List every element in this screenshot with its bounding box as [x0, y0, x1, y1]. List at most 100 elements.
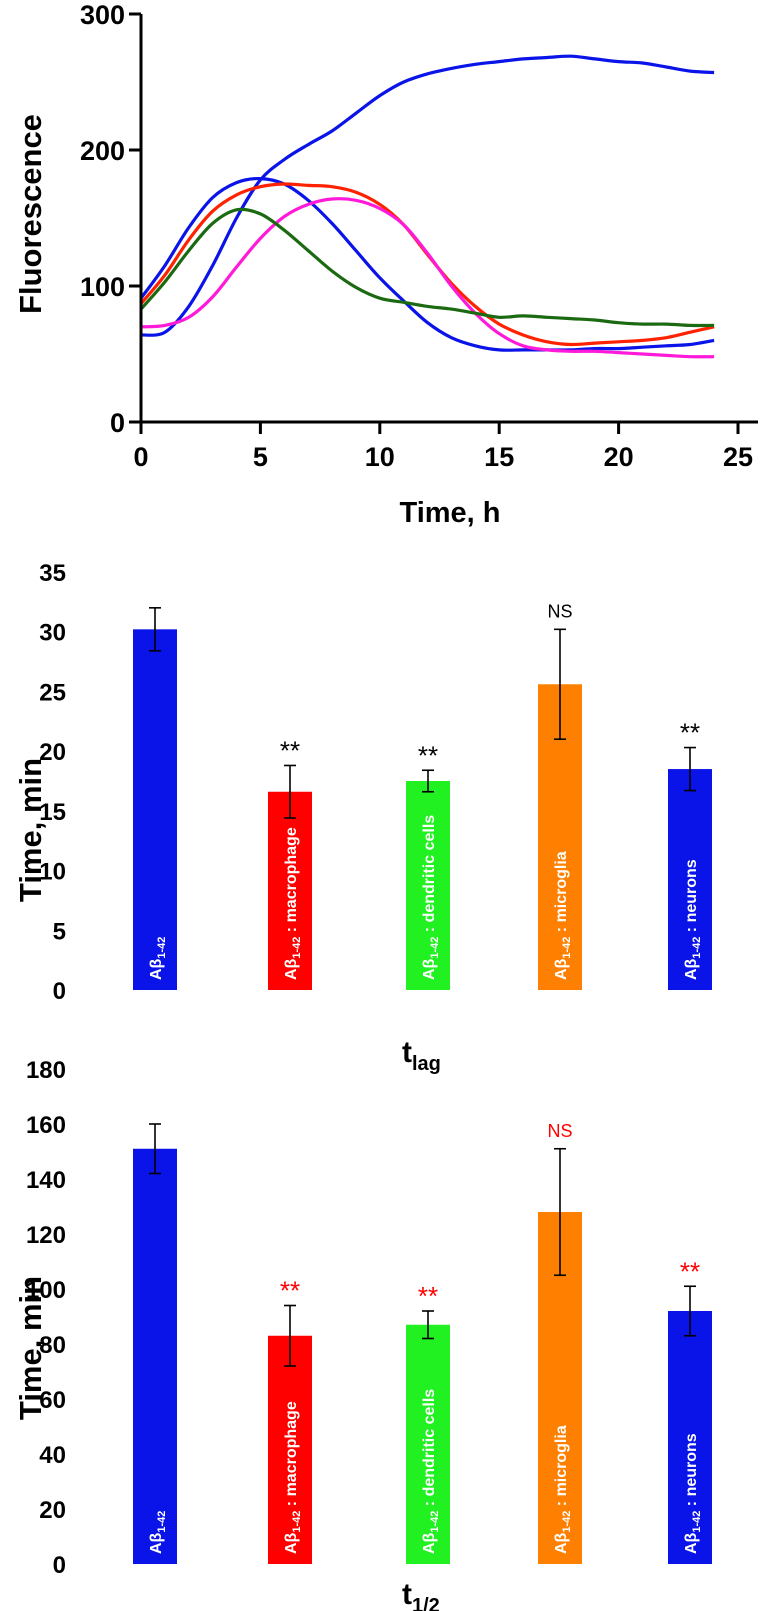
bar-label-rest: : macrophage	[283, 1401, 300, 1510]
bar-label-sub: 1-42	[561, 937, 573, 959]
line-x-tick-label: 20	[604, 442, 634, 472]
bar1-y-tick-label: 15	[39, 799, 66, 826]
bar2-y-tick-label: 100	[26, 1277, 66, 1304]
bar-label-main: Aβ	[683, 958, 700, 980]
bar2-y-tick-label: 60	[39, 1387, 66, 1414]
series-line-blue-high	[140, 54, 715, 337]
bar-label-main: Aβ	[283, 1532, 300, 1554]
bar1-bar-0	[133, 629, 177, 990]
bar2-category-label-3: Aβ1-42 : microglia	[553, 1425, 573, 1554]
bar2-category-label-1: Aβ1-42 : macrophage	[283, 1401, 303, 1554]
bar-label-rest: : macrophage	[283, 827, 300, 936]
bar-label-sub: 1-42	[691, 937, 703, 959]
tlag-x-axis-title: tlag	[402, 1036, 441, 1075]
line-y-ticks: 0 100 200 300	[80, 0, 141, 438]
bar2-significance-4: **	[680, 1256, 700, 1286]
bar1-category-label-1: Aβ1-42 : macrophage	[283, 827, 303, 980]
bar2-y-tick-label: 160	[26, 1112, 66, 1139]
bar-label-rest: : microglia	[553, 1425, 570, 1510]
line-x-ticks: 0 5 10 15 20 25	[133, 422, 753, 472]
bar1-y-tick-label: 10	[39, 859, 66, 886]
bar1-category-label-4: Aβ1-42 : neurons	[683, 859, 703, 980]
line-y-axis-title: Fluorescence	[13, 114, 48, 314]
line-x-tick-label: 25	[723, 442, 753, 472]
line-x-tick-label: 0	[133, 442, 148, 472]
line-y-tick-label: 100	[80, 272, 125, 302]
bar1-bar-4	[668, 769, 712, 990]
line-y-tick-label: 300	[80, 0, 125, 30]
bar2-bar-2	[406, 1324, 450, 1564]
tlag-y-axis-title: Time, min	[13, 758, 48, 902]
bar1-significance-3: NS	[547, 601, 572, 621]
series-line-red	[139, 182, 715, 347]
bar2-y-tick-label: 140	[26, 1167, 66, 1194]
bar-label-sub: 1-42	[691, 1511, 703, 1533]
bar-label-sub: 1-42	[156, 1511, 168, 1533]
bar-label-main: Aβ	[421, 1532, 438, 1554]
line-y-tick-label: 200	[80, 136, 125, 166]
bar2-y-tick-label: 40	[39, 1442, 66, 1469]
thalf-x-title-main: t	[402, 1578, 412, 1611]
tlag-x-title-main: t	[402, 1036, 412, 1069]
fluorescence-line-chart: 0 100 200 300 0 5 10 15 20 25 Time, h Fluorescen…	[13, 0, 758, 529]
bar1-category-label-2: Aβ1-42 : dendritic cells	[421, 815, 441, 980]
bar-label-sub: 1-42	[291, 1511, 303, 1533]
bar2-y-tick-label: 180	[26, 1057, 66, 1084]
series-line-green	[139, 207, 715, 328]
line-x-axis-title: Time, h	[400, 497, 501, 529]
bar2-y-tick-label: 80	[39, 1332, 66, 1359]
line-y-tick-label: 0	[110, 408, 125, 438]
thalf-y-ticks: 0 20 40 60 80 100 120 140 160 180	[26, 1057, 66, 1579]
bar1-significance-1: **	[280, 735, 300, 765]
bar-label-main: Aβ	[148, 1532, 165, 1554]
bar1-y-tick-label: 35	[39, 560, 66, 587]
bar1-category-label-0: Aβ1-42	[148, 937, 168, 980]
bar-label-main: Aβ	[683, 1532, 700, 1554]
tlag-y-ticks: 0 5 10 15 20 25 30 35	[39, 560, 66, 1005]
bar-label-rest: : dendritic cells	[421, 1389, 438, 1511]
bar-label-main: Aβ	[148, 958, 165, 980]
bar-label-sub: 1-42	[156, 937, 168, 959]
bar-label-main: Aβ	[553, 1532, 570, 1554]
bar2-bar-1	[268, 1335, 312, 1564]
line-x-tick-label: 10	[365, 442, 395, 472]
thalf-x-title-sub: 1/2	[412, 1595, 440, 1611]
bar2-significance-3: NS	[547, 1121, 572, 1141]
bar2-y-tick-label: 0	[53, 1552, 66, 1579]
bar2-significance-1: **	[280, 1276, 300, 1306]
bar1-y-tick-label: 5	[53, 918, 66, 945]
bar-label-main: Aβ	[283, 958, 300, 980]
bar2-category-label-0: Aβ1-42	[148, 1511, 168, 1554]
thalf-x-axis-title: t1/2	[402, 1578, 440, 1611]
bar-label-rest: : dendritic cells	[421, 815, 438, 937]
series-line-magenta	[140, 197, 715, 359]
bar-label-sub: 1-42	[429, 1511, 441, 1533]
bar-label-rest: : microglia	[553, 851, 570, 936]
bar-label-main: Aβ	[421, 958, 438, 980]
bar-label-main: Aβ	[553, 958, 570, 980]
bar1-significance-4: **	[680, 718, 700, 748]
bar1-y-tick-label: 25	[39, 679, 66, 706]
bar1-bar-1	[268, 791, 312, 990]
bar1-y-tick-label: 30	[39, 620, 66, 647]
bar2-bar-0	[133, 1148, 177, 1564]
bar2-significance-2: **	[418, 1281, 438, 1311]
bar2-category-label-4: Aβ1-42 : neurons	[683, 1433, 703, 1554]
line-series-group	[139, 54, 715, 359]
bar1-category-label-3: Aβ1-42 : microglia	[553, 851, 573, 980]
bar-label-rest: : neurons	[683, 859, 700, 936]
thalf-y-axis-title: Time, min	[13, 1276, 48, 1420]
line-axes	[139, 14, 758, 424]
series-line-blue-early	[139, 176, 715, 352]
bar-label-rest: : neurons	[683, 1433, 700, 1510]
bar1-bar-2	[406, 781, 450, 990]
bar1-y-tick-label: 0	[53, 978, 66, 1005]
bar-label-sub: 1-42	[561, 1511, 573, 1533]
bar-label-sub: 1-42	[291, 937, 303, 959]
bar2-category-label-2: Aβ1-42 : dendritic cells	[421, 1389, 441, 1554]
bar2-y-tick-label: 20	[39, 1497, 66, 1524]
line-x-tick-label: 5	[253, 442, 268, 472]
